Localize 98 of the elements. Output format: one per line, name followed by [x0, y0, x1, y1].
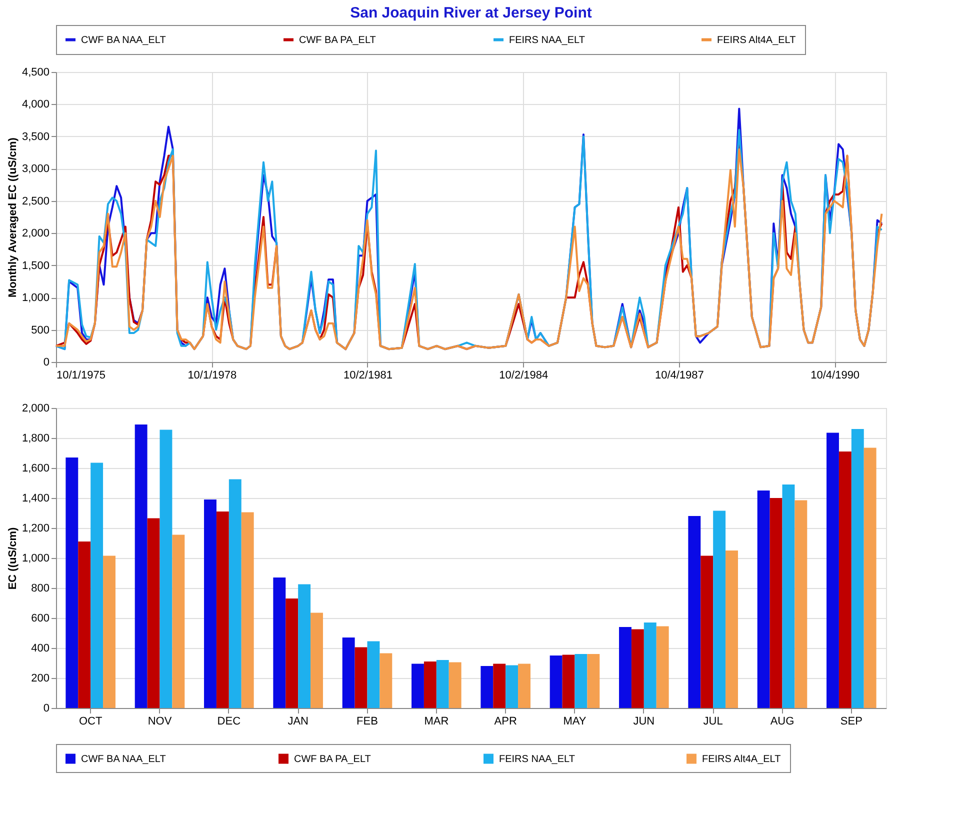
legend-label: FEIRS NAA_ELT — [509, 34, 585, 46]
x-tick-label: MAR — [424, 716, 449, 728]
bar — [90, 462, 104, 708]
bar — [160, 430, 172, 708]
x-tick-label: SEP — [840, 716, 862, 728]
y-tick-label: 1,200 — [22, 522, 50, 534]
x-tick-label: JUL — [703, 716, 723, 728]
x-tick-label: APR — [494, 716, 517, 728]
x-tick-label: 10/2/1984 — [499, 370, 548, 382]
bar — [480, 666, 494, 708]
y-tick-label: 200 — [31, 672, 50, 684]
y-tick-label: 1,600 — [22, 462, 50, 474]
bar — [688, 516, 701, 708]
bar — [310, 612, 323, 708]
x-tick-label: 10/2/1981 — [343, 370, 392, 382]
y-tick-label: 400 — [31, 642, 50, 654]
bar — [644, 622, 656, 708]
bar — [794, 500, 808, 708]
y-tick-label: 1,000 — [22, 292, 50, 304]
bar — [506, 665, 518, 708]
x-tick-label: MAY — [563, 716, 587, 728]
y-tick-label: 1,500 — [22, 260, 50, 272]
bar — [228, 479, 242, 708]
bar — [619, 627, 632, 708]
y-tick-label: 0 — [43, 356, 50, 368]
y-tick-label: 2,500 — [22, 195, 50, 208]
x-tick-label: OCT — [78, 716, 102, 728]
bar — [851, 429, 864, 708]
y-tick-label: 0 — [43, 702, 50, 714]
x-tick-label: JUN — [633, 716, 655, 728]
y-axis-title: Monthly Averaged EC ((uS/cm) — [6, 137, 19, 298]
bar — [713, 510, 726, 708]
y-tick-label: 1,000 — [22, 552, 50, 564]
x-tick-label: DEC — [217, 716, 241, 728]
bar — [493, 664, 506, 708]
y-tick-label: 2,000 — [22, 228, 50, 240]
bar — [587, 654, 600, 708]
bar — [78, 542, 91, 708]
bar — [134, 424, 148, 708]
bar — [574, 654, 588, 708]
bar — [782, 484, 795, 708]
legend-label: CWF BA PA_ELT — [294, 754, 371, 765]
y-tick-label: 4,000 — [22, 98, 50, 111]
x-tick-label: 10/4/1987 — [654, 370, 704, 382]
bar — [424, 662, 436, 708]
x-tick-label: 10/1/1978 — [188, 370, 237, 382]
bar — [631, 629, 644, 708]
legend-label: FEIRS NAA_ELT — [499, 754, 575, 765]
y-axis-title: EC ((uS/cm) — [6, 527, 19, 590]
bar — [342, 638, 355, 708]
x-tick-label: FEB — [356, 716, 378, 728]
bar — [518, 664, 530, 708]
bar — [380, 653, 392, 708]
bar — [66, 458, 78, 708]
y-tick-label: 1,800 — [22, 432, 50, 444]
bar — [656, 626, 669, 708]
bar — [286, 598, 298, 708]
y-tick-label: 2,000 — [22, 402, 50, 414]
y-tick-label: 4,500 — [22, 66, 50, 78]
y-tick-label: 500 — [31, 324, 50, 336]
y-tick-label: 3,500 — [22, 130, 50, 143]
x-tick-label: 10/4/1990 — [810, 370, 860, 382]
bar — [147, 518, 160, 708]
bar — [770, 498, 782, 708]
bar — [436, 660, 449, 708]
bar — [448, 662, 462, 708]
chart-title: San Joaquin River at Jersey Point — [350, 4, 592, 22]
bar — [412, 664, 424, 708]
bar — [757, 490, 770, 708]
x-tick-label: AUG — [770, 716, 794, 728]
bar — [864, 448, 876, 708]
y-tick-label: 1,400 — [22, 492, 50, 504]
bar — [562, 654, 575, 708]
y-tick-label: 3,000 — [22, 163, 50, 176]
y-tick-label: 600 — [31, 612, 50, 624]
bar — [103, 556, 116, 708]
bar — [216, 512, 229, 708]
bar — [367, 641, 380, 708]
bar — [298, 584, 311, 708]
x-tick-label: NOV — [148, 716, 172, 728]
bar — [838, 452, 852, 708]
bar — [241, 512, 254, 708]
legend-label: CWF BA NAA_ELT — [81, 34, 166, 46]
bar — [204, 500, 216, 708]
x-tick-label: 10/1/1975 — [56, 370, 106, 382]
bar — [354, 647, 368, 708]
legend-label: FEIRS Alt4A_ELT — [717, 34, 796, 46]
bar — [826, 432, 839, 708]
x-tick-label: JAN — [288, 716, 309, 728]
legend-label: FEIRS Alt4A_ELT — [702, 754, 781, 765]
bar — [726, 550, 738, 708]
bar — [700, 556, 714, 708]
y-tick-label: 800 — [31, 582, 50, 594]
legend-label: CWF BA NAA_ELT — [81, 754, 166, 765]
bar — [172, 534, 185, 708]
bar — [550, 656, 562, 708]
legend-label: CWF BA PA_ELT — [299, 34, 376, 46]
bar — [273, 578, 286, 708]
